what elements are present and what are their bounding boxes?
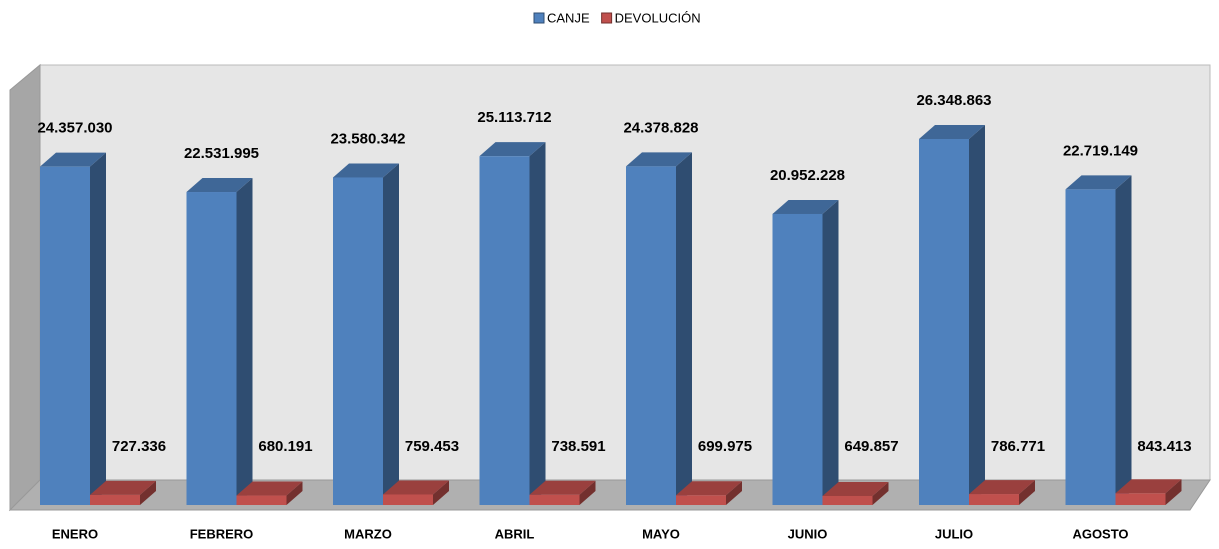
- bar-side: [140, 480, 156, 505]
- value-label: 22.531.995: [184, 145, 259, 162]
- bar-side: [726, 481, 742, 505]
- bar: [333, 177, 383, 506]
- bar: [969, 494, 1019, 505]
- bar-top: [479, 142, 546, 157]
- bar-side: [90, 152, 106, 505]
- value-label: 24.357.030: [37, 120, 112, 137]
- bar-top: [1065, 175, 1132, 190]
- bar-top: [90, 480, 156, 495]
- value-label: 26.348.863: [916, 92, 991, 109]
- bar-side: [529, 142, 546, 505]
- legend-swatch: [533, 12, 545, 24]
- bar: [822, 495, 873, 505]
- bar: [1065, 189, 1116, 505]
- bar-side: [872, 481, 889, 505]
- bar-side: [579, 480, 596, 505]
- bar-top: [186, 178, 253, 193]
- bar: [186, 192, 237, 505]
- x-tick-label: MAYO: [642, 526, 680, 541]
- value-label: 727.336: [112, 438, 166, 455]
- bar: [1115, 493, 1166, 505]
- floor: [8, 479, 1211, 511]
- bar-top: [383, 480, 449, 495]
- bar-top: [333, 163, 399, 178]
- bar: [919, 139, 969, 505]
- bar-top: [236, 481, 303, 496]
- value-label: 25.113.712: [477, 109, 551, 126]
- x-tick-label: ENERO: [52, 526, 98, 541]
- bar-side: [969, 125, 985, 505]
- legend-swatch: [601, 12, 613, 24]
- bar-top: [529, 480, 596, 495]
- bar-top: [919, 125, 985, 139]
- bar: [676, 495, 726, 505]
- value-label: 680.191: [258, 438, 312, 455]
- bar-side: [236, 178, 253, 505]
- bar-top: [40, 152, 106, 167]
- bar-side: [1019, 480, 1035, 505]
- bar-top: [772, 199, 839, 214]
- bar: [479, 156, 530, 505]
- bar-side: [676, 152, 692, 505]
- bar-side: [822, 199, 839, 505]
- value-label: 699.975: [698, 438, 752, 455]
- legend-label: DEVOLUCIÓN: [615, 10, 701, 25]
- bar: [236, 495, 287, 505]
- bar: [772, 213, 823, 505]
- value-label: 23.580.342: [330, 130, 405, 147]
- plot: 24.357.030 727.336 ENERO 22.531.995 680.191 F…: [37, 92, 1191, 541]
- x-tick-label: MARZO: [344, 526, 392, 541]
- value-label: 22.719.149: [1063, 142, 1138, 159]
- x-tick-label: FEBRERO: [190, 526, 254, 541]
- bar-side: [433, 480, 449, 505]
- bar: [626, 166, 676, 505]
- x-tick-label: AGOSTO: [1072, 526, 1128, 541]
- bar-top: [822, 481, 889, 496]
- value-label: 20.952.228: [770, 167, 845, 184]
- bar-top: [1115, 479, 1182, 494]
- x-tick-label: JULIO: [935, 526, 973, 541]
- bar-top: [969, 480, 1035, 495]
- bar: [529, 494, 580, 505]
- bar-side: [1115, 175, 1132, 505]
- value-label: 759.453: [405, 438, 459, 455]
- bar: [383, 494, 433, 505]
- value-label: 649.857: [844, 438, 898, 455]
- side-wall: [9, 63, 41, 512]
- x-tick-label: ABRIL: [495, 526, 535, 541]
- bar: [90, 494, 140, 505]
- value-label: 786.771: [991, 438, 1045, 455]
- bar-side: [1165, 479, 1182, 505]
- legend-label: CANJE: [547, 10, 590, 25]
- value-label: 24.378.828: [623, 119, 698, 136]
- legend: CANJE DEVOLUCIÓN: [533, 10, 701, 25]
- bar-top: [626, 152, 692, 167]
- bar-side: [383, 163, 399, 506]
- bar: [40, 166, 90, 505]
- value-label: 738.591: [551, 438, 605, 455]
- bar-top: [676, 481, 742, 496]
- value-label: 843.413: [1137, 438, 1191, 455]
- x-tick-label: JUNIO: [788, 526, 828, 541]
- bar-side: [286, 481, 303, 505]
